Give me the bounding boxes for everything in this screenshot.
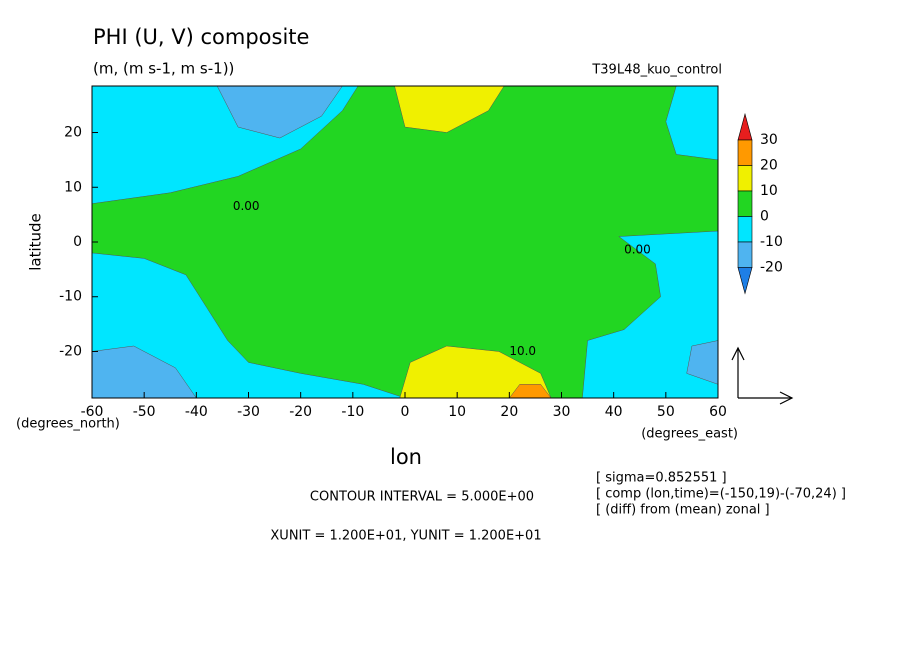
- colorbar-label: 0: [760, 209, 769, 225]
- colorbar-band: [737, 190, 753, 217]
- info-line: [ comp (lon,time)=(-150,19)-(-70,24) ]: [596, 487, 846, 502]
- x-tick-label: -40: [185, 404, 208, 420]
- y-axis-label: latitude: [27, 213, 45, 271]
- x-tick-label: 0: [401, 404, 410, 420]
- x-unit-label: (degrees_east): [641, 427, 738, 442]
- contour-field: 0.00 0.00 10.0: [91, 85, 719, 399]
- colorbar-label: -20: [760, 260, 783, 276]
- colorbar-band: [737, 139, 753, 166]
- contour-interval: CONTOUR INTERVAL = 5.000E+00: [310, 490, 534, 505]
- x-tick-label: -60: [81, 404, 104, 420]
- x-tick-label: -30: [237, 404, 260, 420]
- x-axis-label: lon: [390, 445, 422, 469]
- y-tick-label: 20: [64, 125, 82, 141]
- colorbar-band: [737, 216, 753, 243]
- x-tick-label: 60: [709, 404, 727, 420]
- y-unit-label: (degrees_north): [16, 417, 120, 432]
- contour-label: 10.0: [509, 344, 536, 358]
- x-tick-label: 20: [500, 404, 518, 420]
- y-tick-label: -10: [59, 289, 82, 305]
- experiment-label: T39L48_kuo_control: [591, 63, 722, 78]
- x-tick-label: 30: [553, 404, 571, 420]
- y-tick-label: 0: [73, 234, 82, 250]
- colorbar-label: 10: [760, 183, 778, 199]
- x-tick-label: 40: [605, 404, 623, 420]
- info-line: [ (diff) from (mean) zonal ]: [596, 503, 770, 518]
- y-tick-label: -20: [59, 343, 82, 359]
- colorbar-label: -10: [760, 234, 783, 250]
- vector-reference: [731, 346, 794, 405]
- contour-label: 0.00: [233, 199, 260, 213]
- contour-label: 0.00: [624, 243, 651, 257]
- x-tick-label: -20: [289, 404, 312, 420]
- chart-subtitle: (m, (m s-1, m s-1)): [93, 60, 234, 78]
- x-tick-label: -10: [341, 404, 364, 420]
- colorbar-extend: [737, 112, 753, 141]
- colorbar-label: 20: [760, 158, 778, 174]
- colorbar-extend: [737, 267, 753, 295]
- x-tick-label: 50: [657, 404, 675, 420]
- info-line: [ sigma=0.852551 ]: [596, 471, 727, 486]
- vector-units: XUNIT = 1.200E+01, YUNIT = 1.200E+01: [270, 529, 541, 544]
- y-tick-label: 10: [64, 179, 82, 195]
- colorbar-band: [737, 241, 753, 268]
- colorbar-label: 30: [760, 132, 778, 148]
- chart-title: PHI (U, V) composite: [93, 25, 309, 49]
- colorbar: -20 -10 0 10 20 30: [737, 112, 783, 295]
- colorbar-band: [737, 165, 753, 192]
- x-tick-label: 10: [448, 404, 466, 420]
- x-tick-label: -50: [133, 404, 156, 420]
